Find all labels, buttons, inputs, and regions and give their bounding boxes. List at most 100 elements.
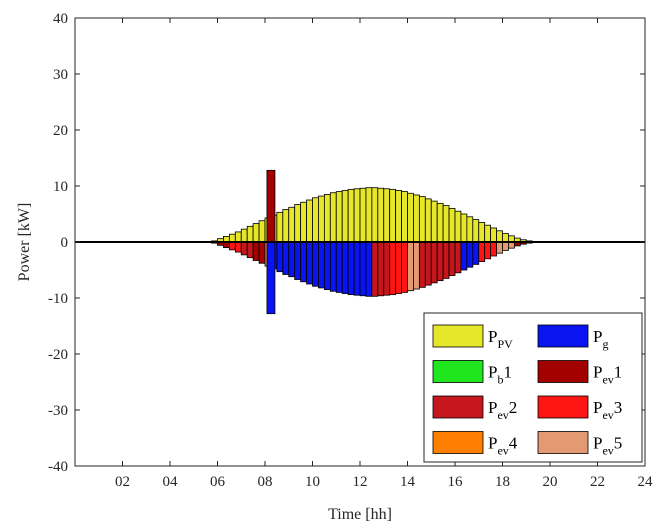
pv-bar [365, 187, 373, 243]
load-bar-ev3 [490, 241, 497, 257]
x-tick-label: 16 [448, 474, 464, 490]
x-axis-label: Time [hh] [328, 506, 392, 523]
load-bar-g [359, 241, 367, 297]
load-bar-g [365, 241, 373, 297]
y-tick-label: 0 [61, 235, 69, 251]
pv-bar [442, 205, 450, 243]
load-bar-ev2 [448, 241, 456, 276]
load-bar-g [472, 241, 480, 265]
pv-bar [466, 216, 474, 243]
x-tick-label: 24 [638, 474, 654, 490]
load-bar-ev3 [401, 241, 408, 293]
legend-swatch-b1 [432, 360, 484, 383]
legend-label-pv: PPV [488, 327, 513, 351]
load-bar-g [466, 241, 474, 268]
pv-bar [228, 233, 236, 243]
plot-bars [75, 169, 645, 315]
load-bar-g [323, 241, 331, 290]
pv-bar [377, 187, 385, 243]
spike-bar-negative [266, 241, 276, 315]
load-bar-ev3 [234, 241, 242, 253]
load-bar-g [276, 241, 284, 273]
load-bar-ev3 [484, 241, 492, 260]
legend-swatch-ev5 [537, 431, 589, 454]
pv-bar [418, 196, 426, 243]
load-bar-ev2 [454, 241, 462, 274]
load-bar-g [282, 241, 290, 275]
pv-bar [430, 200, 438, 243]
load-bar-ev1 [258, 241, 266, 264]
pv-bar [460, 213, 468, 243]
x-tick-label: 14 [400, 474, 416, 490]
y-tick-label: 30 [53, 67, 68, 83]
legend-label-ev2: Pev2 [488, 398, 517, 422]
pv-bar [436, 202, 444, 243]
load-bar-ev3 [395, 241, 402, 294]
legend-label-ev4: Pev4 [488, 434, 518, 458]
load-bar-g [335, 241, 343, 293]
load-bar-g [329, 241, 337, 292]
pv-bar [448, 207, 456, 243]
pv-bar [318, 195, 325, 243]
load-bar-ev2 [383, 241, 391, 296]
load-bar-ev1 [252, 241, 260, 261]
pv-bar [288, 206, 296, 243]
load-bar-ev3 [478, 241, 486, 263]
pv-bar [312, 197, 319, 243]
y-tick-label: 20 [53, 123, 68, 139]
spike-bar-positive [266, 169, 276, 243]
pv-bar [329, 192, 337, 243]
pv-bar [341, 190, 349, 243]
load-bar-g [353, 241, 361, 296]
load-bar-g [306, 241, 313, 285]
legend-label-b1: Pb1 [488, 363, 512, 387]
x-tick-label: 20 [543, 474, 558, 490]
pv-bar [490, 227, 497, 243]
load-bar-ev2 [430, 241, 438, 284]
load-bar-ev5 [502, 241, 509, 251]
y-tick-label: 40 [53, 11, 68, 27]
load-bar-ev2 [371, 241, 379, 297]
load-bar-g [294, 241, 302, 280]
pv-bar [347, 188, 355, 243]
load-bar-g [347, 241, 355, 296]
pv-bar [413, 194, 420, 243]
load-bar-g [318, 241, 325, 289]
pv-bar [454, 210, 462, 243]
x-tick-label: 02 [115, 474, 130, 490]
load-bar-g [460, 241, 468, 271]
x-tick-label: 04 [163, 474, 179, 490]
legend-label-g: Pg [593, 327, 608, 351]
x-tick-label: 22 [590, 474, 605, 490]
legend-label-ev5: Pev5 [593, 434, 622, 458]
load-bar-g [312, 241, 319, 287]
legend-label-ev3: Pev3 [593, 398, 622, 422]
pv-bar [258, 220, 266, 243]
load-bar-ev3 [228, 241, 236, 251]
load-bar-ev2 [442, 241, 450, 279]
load-bar-ev5 [496, 241, 503, 254]
load-bar-ev2 [240, 241, 248, 256]
load-bar-ev5 [413, 241, 420, 290]
pv-bar [240, 228, 248, 243]
y-axis-label: Power [kW] [16, 203, 33, 282]
load-bar-ev2 [436, 241, 444, 282]
pv-bar [359, 187, 367, 243]
load-bar-g [300, 241, 307, 283]
pv-bar [407, 192, 414, 243]
load-bar-ev3 [389, 241, 397, 296]
pv-bar [252, 223, 260, 243]
y-tick-label: -10 [48, 291, 68, 307]
pv-bar [246, 225, 254, 243]
pv-bar [472, 219, 480, 243]
legend-label-ev1: Pev1 [593, 363, 622, 387]
x-tick-label: 08 [258, 474, 273, 490]
load-bar-ev2 [246, 241, 254, 259]
pv-bar [496, 230, 503, 243]
pv-bar [276, 211, 284, 243]
x-tick-label: 10 [305, 474, 320, 490]
pv-bar [282, 209, 290, 243]
pv-bar [323, 193, 331, 243]
pv-bar [300, 201, 307, 243]
